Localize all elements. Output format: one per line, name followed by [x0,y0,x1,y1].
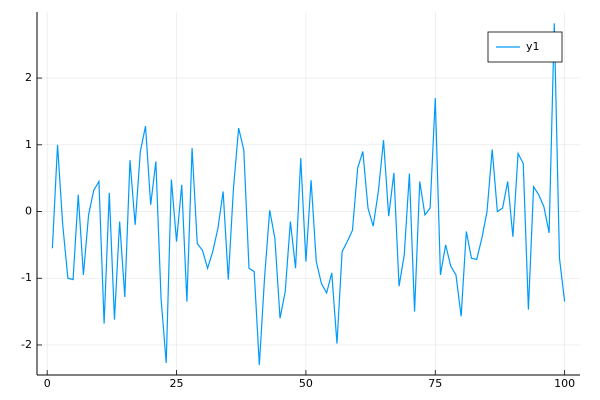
x-tick-label: 75 [428,377,442,390]
data-line [51,23,566,366]
x-tick-label: 0 [44,377,51,390]
y-tick-label: -2 [21,338,32,351]
x-tick-label: 25 [170,377,184,390]
y-tick-label: 2 [25,71,32,84]
x-tick-label: 50 [299,377,313,390]
y-tick-label: 0 [25,205,32,218]
y-tick-label: 1 [25,138,32,151]
x-tick-label: 100 [554,377,575,390]
legend-label: y1 [526,40,540,53]
y-tick-label: -1 [21,271,32,284]
